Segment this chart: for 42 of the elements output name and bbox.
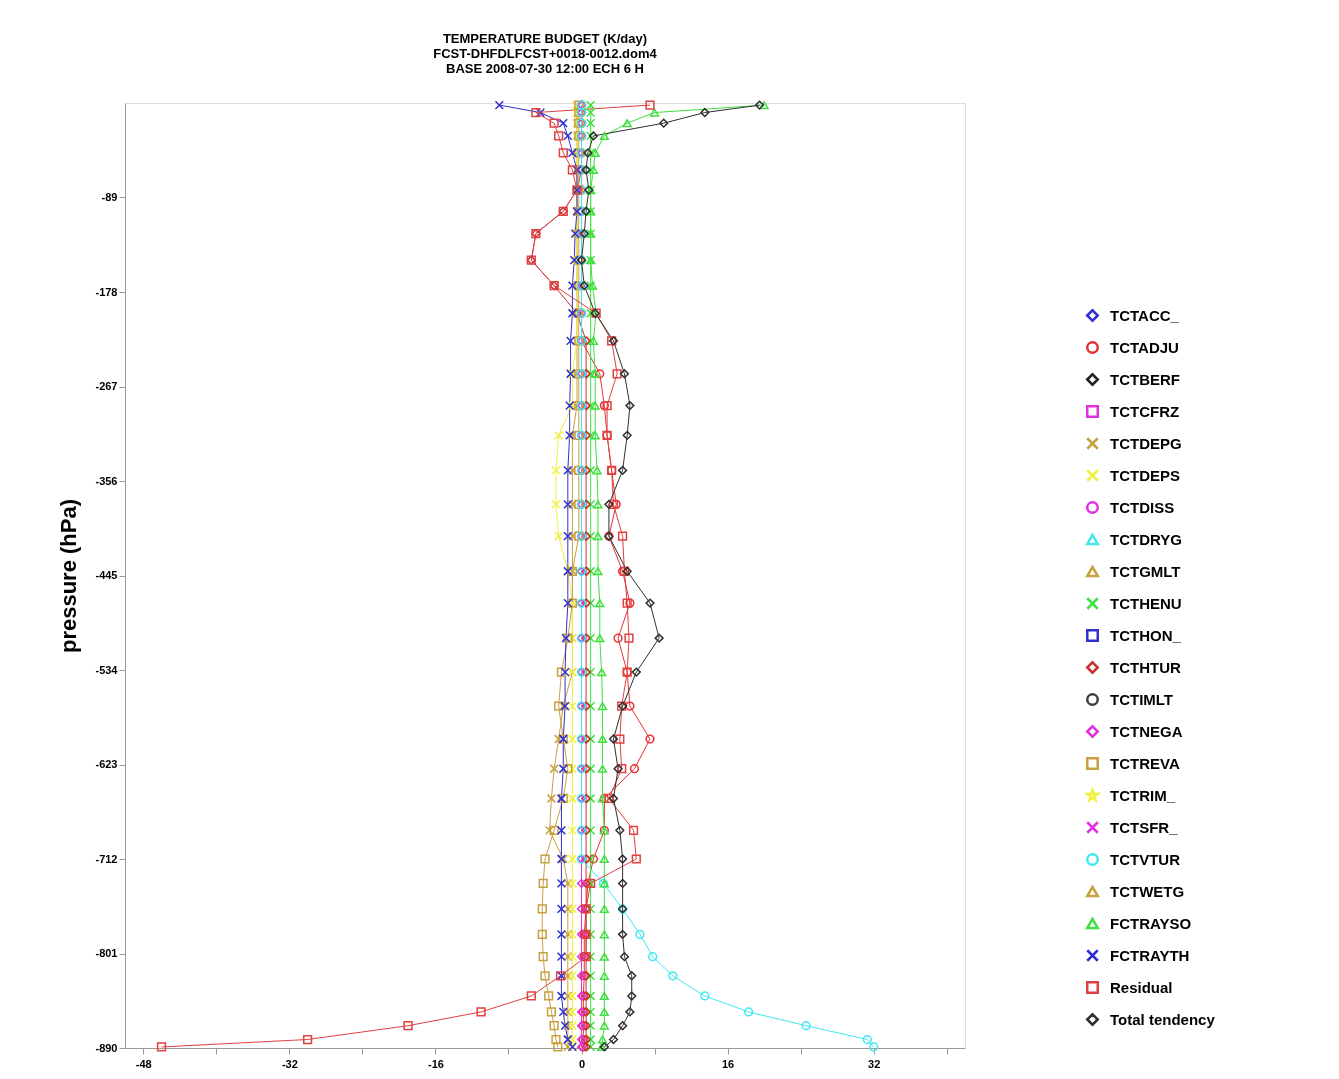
x-tick-label: -32 xyxy=(281,1057,298,1070)
legend-label: TCTHTUR xyxy=(1110,658,1181,676)
y-tick-label: -890 xyxy=(95,1041,118,1054)
y-tick-label: -801 xyxy=(95,947,118,959)
y-tick-label: -534 xyxy=(95,663,119,676)
y-tick-label: -623 xyxy=(95,758,118,770)
chart-subtitle: FCST-DHFDLFCST+0018-0012.dom4 BASE 2008-07-30 12:00 ECH 6 H xyxy=(433,46,658,77)
x-tick-label: -48 xyxy=(135,1057,152,1070)
legend-label: TCTDEPS xyxy=(1110,466,1181,484)
legend-label: TCTDRYG xyxy=(1110,530,1182,548)
x-tick-label: 32 xyxy=(868,1057,881,1070)
legend-label: FCTRAYSO xyxy=(1110,914,1192,932)
legend-label: TCTVTUR xyxy=(1110,850,1181,868)
legend-label: TCTCFRZ xyxy=(1110,402,1180,420)
y-tick-label: -178 xyxy=(95,285,118,298)
legend-label: TCTHON_ xyxy=(1110,626,1182,644)
legend-label: TCTWETG xyxy=(1110,882,1185,900)
legend-label: TCTIMLT xyxy=(1110,690,1174,708)
legend-label: TCTACC_ xyxy=(1110,306,1180,324)
y-axis-title: pressure (hPa) xyxy=(56,498,82,654)
x-tick-label: 16 xyxy=(721,1057,735,1070)
legend-label: TCTRIM_ xyxy=(1110,786,1176,804)
y-tick-label: -267 xyxy=(95,380,118,392)
y-tick-label: -445 xyxy=(95,569,118,581)
y-tick-label: -712 xyxy=(95,852,118,865)
legend-label: TCTADJU xyxy=(1110,338,1179,356)
legend-label: TCTREVA xyxy=(1110,754,1180,772)
legend-label: Residual xyxy=(1110,978,1173,996)
legend-label: TCTBERF xyxy=(1110,370,1180,388)
y-tick-label: -356 xyxy=(95,474,118,487)
y-tick-label: -89 xyxy=(101,191,118,203)
chart-title: TEMPERATURE BUDGET (K/day) xyxy=(442,31,648,47)
legend-label: Total tendency xyxy=(1110,1010,1216,1028)
legend-label: TCTSFR_ xyxy=(1110,818,1179,836)
x-tick-label: 0 xyxy=(578,1057,586,1070)
x-tick-label: -16 xyxy=(427,1057,444,1070)
legend-label: FCTRAYTH xyxy=(1110,946,1190,964)
legend-label: TCTNEGA xyxy=(1110,722,1183,740)
legend-label: TCTDEPG xyxy=(1110,434,1182,452)
legend-label: TCTHENU xyxy=(1110,594,1182,612)
legend-label: TCTGMLT xyxy=(1110,562,1181,580)
legend-label: TCTDISS xyxy=(1110,498,1175,516)
